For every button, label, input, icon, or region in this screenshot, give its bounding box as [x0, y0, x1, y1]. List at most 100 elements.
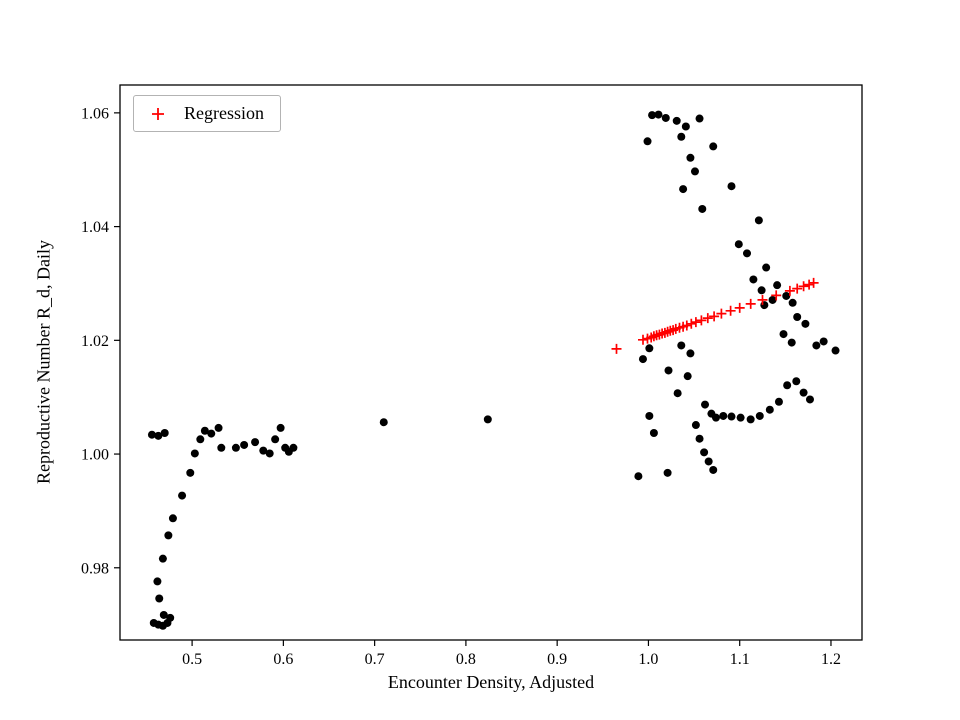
data-point [634, 472, 643, 481]
data-point [679, 185, 688, 194]
legend: Regression [133, 95, 281, 132]
data-point [698, 204, 707, 213]
data-point [779, 330, 788, 339]
x-tick-label: 1.0 [638, 651, 658, 668]
regression-point [709, 311, 720, 322]
y-tick-label: 0.98 [81, 560, 109, 577]
data-point [160, 429, 169, 438]
data-point [240, 440, 249, 449]
y-tick-label: 1.00 [81, 447, 109, 464]
data-point [788, 298, 797, 307]
regression-point [757, 294, 768, 305]
data-point [251, 438, 260, 447]
data-point [831, 346, 840, 355]
data-point [196, 435, 205, 444]
regression-point [681, 320, 692, 331]
y-tick-label: 1.04 [81, 219, 109, 236]
x-tick-label: 0.5 [182, 651, 202, 668]
data-point [754, 216, 763, 225]
data-point [746, 415, 755, 424]
regression-point [702, 313, 713, 324]
data-point [276, 423, 285, 432]
regression-point [638, 334, 648, 345]
data-point [812, 341, 821, 350]
data-point [207, 429, 216, 438]
x-tick-label: 0.8 [456, 651, 476, 668]
data-point [700, 448, 709, 457]
data-point [217, 443, 226, 452]
data-point [755, 411, 764, 420]
data-point [695, 434, 704, 443]
data-point [265, 449, 274, 458]
data-point [760, 301, 769, 310]
data-point [649, 429, 658, 438]
plot-frame [119, 84, 863, 641]
data-point [734, 240, 743, 249]
data-point [719, 411, 728, 420]
regression-point [734, 302, 745, 313]
data-point [155, 594, 164, 603]
data-point [787, 338, 796, 347]
data-point [774, 397, 783, 406]
data-point [690, 167, 699, 176]
regression-point [745, 298, 756, 309]
data-point [483, 415, 492, 424]
data-point [704, 457, 713, 466]
x-tick-label: 0.7 [365, 651, 385, 668]
regression-point [611, 343, 622, 354]
data-point [663, 468, 672, 477]
y-tick-label: 1.02 [81, 333, 109, 350]
data-point [638, 355, 647, 364]
y-axis-label: Reproductive Number R_d, Daily [33, 240, 54, 484]
data-point [645, 344, 654, 353]
data-point [190, 449, 199, 458]
data-point [695, 114, 704, 123]
data-point [793, 313, 802, 322]
data-point [231, 443, 240, 452]
data-point [707, 409, 716, 418]
data-point [701, 400, 710, 409]
data-point [643, 137, 652, 146]
x-tick-label: 1.2 [821, 651, 841, 668]
data-point [664, 366, 673, 375]
data-point [691, 421, 700, 430]
x-tick-label: 0.6 [273, 651, 293, 668]
data-point [819, 337, 828, 346]
data-point [677, 341, 686, 350]
data-point [271, 435, 280, 444]
data-point [683, 372, 692, 381]
data-point [648, 111, 657, 120]
data-point [762, 263, 771, 272]
data-point [178, 491, 187, 500]
regression-point [696, 315, 707, 326]
data-point [154, 431, 163, 440]
regression-point [725, 305, 736, 316]
data-point [768, 295, 777, 304]
data-point [200, 426, 209, 435]
regression-plus-icon [152, 107, 164, 120]
data-point [727, 182, 736, 191]
data-point [773, 281, 782, 290]
data-point [749, 275, 758, 284]
regression-point [686, 318, 697, 329]
data-point [645, 411, 654, 420]
regression-point [784, 285, 795, 296]
regression-point [792, 283, 803, 294]
data-point [805, 395, 814, 404]
data-point [709, 142, 718, 151]
regression-point [804, 279, 815, 290]
data-point [743, 249, 752, 258]
data-point [289, 443, 298, 452]
data-point [686, 153, 695, 162]
legend-label: Regression [184, 103, 264, 123]
regression-point [798, 281, 809, 292]
data-point [765, 405, 774, 414]
data-point [672, 116, 681, 125]
x-axis-label: Encounter Density, Adjusted [387, 672, 595, 692]
data-point [673, 389, 682, 398]
x-tick-label: 1.1 [730, 651, 750, 668]
data-point [654, 110, 663, 119]
data-point [158, 554, 167, 563]
